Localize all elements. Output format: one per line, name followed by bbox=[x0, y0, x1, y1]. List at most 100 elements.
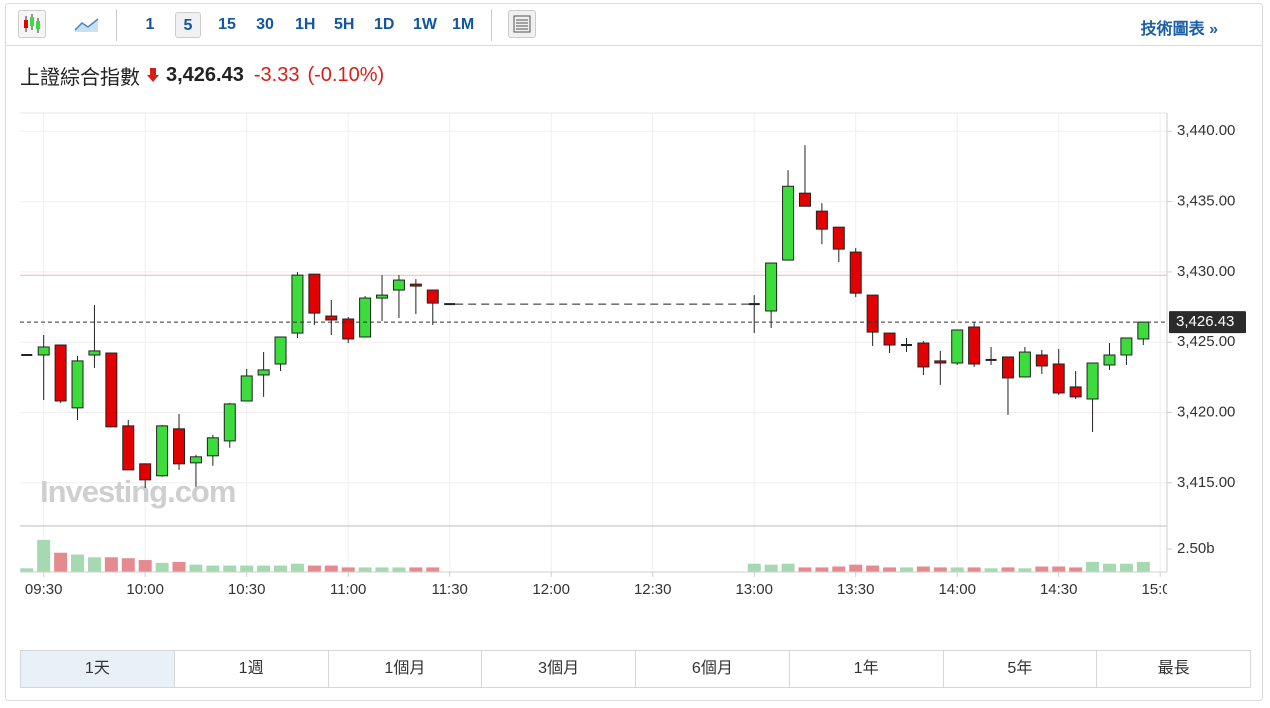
range-button[interactable]: 最長 bbox=[1096, 651, 1250, 687]
candle-body bbox=[1137, 321, 1150, 340]
volume-bar bbox=[815, 567, 829, 572]
range-button[interactable]: 3個月 bbox=[481, 651, 635, 687]
technical-chart-link[interactable]: 技術圖表 » bbox=[1140, 21, 1218, 38]
candle-body bbox=[1001, 356, 1014, 379]
volume-bar bbox=[984, 568, 998, 572]
x-tick-label: 14:30 bbox=[1040, 581, 1078, 598]
range-button[interactable]: 5年 bbox=[942, 651, 1097, 687]
volume-bar bbox=[866, 565, 880, 572]
candle-body bbox=[325, 315, 338, 321]
candle-body bbox=[1052, 363, 1065, 394]
candle-body bbox=[798, 192, 811, 207]
interval-button[interactable]: 5H bbox=[334, 16, 355, 33]
y2-tick-label: 2.50b bbox=[1177, 540, 1215, 557]
volume-bar bbox=[1102, 563, 1116, 572]
volume-bar bbox=[54, 552, 68, 572]
interval-button[interactable]: 5 bbox=[175, 12, 201, 38]
candle-body bbox=[1035, 354, 1048, 367]
volume-bar bbox=[138, 560, 152, 572]
volume-bar bbox=[950, 567, 964, 572]
volume-bar bbox=[307, 565, 321, 572]
volume-bar bbox=[257, 565, 271, 572]
change-percent: (-0.10%) bbox=[307, 63, 385, 86]
volume-bar bbox=[121, 558, 135, 572]
last-price-box bbox=[1169, 311, 1246, 334]
widget-frame bbox=[5, 3, 1263, 701]
volume-bar bbox=[324, 565, 338, 572]
table-icon[interactable] bbox=[508, 10, 536, 38]
candle-body bbox=[409, 283, 422, 287]
range-button[interactable]: 1個月 bbox=[327, 651, 482, 687]
volume-bar bbox=[426, 567, 440, 572]
volume-bar bbox=[20, 568, 34, 572]
range-button[interactable]: 1週 bbox=[173, 651, 328, 687]
x-tick-label: 15:00 bbox=[1141, 581, 1179, 598]
y-tick-label: 3,435.00 bbox=[1177, 193, 1235, 210]
interval-button[interactable]: 15 bbox=[218, 16, 236, 33]
candle-body bbox=[139, 463, 152, 481]
volume-bar bbox=[87, 557, 101, 572]
volume-bar bbox=[899, 567, 913, 572]
x-tick-label: 10:00 bbox=[126, 581, 164, 598]
candle-body bbox=[156, 425, 169, 477]
candle-body bbox=[392, 279, 405, 291]
volume-bar bbox=[883, 567, 897, 572]
x-tick-label: 11:00 bbox=[330, 581, 366, 598]
candle-body bbox=[883, 332, 896, 346]
candle-body bbox=[173, 428, 186, 465]
interval-button[interactable]: 1M bbox=[452, 16, 475, 33]
x-tick-label: 12:00 bbox=[532, 581, 570, 598]
candle-body bbox=[815, 210, 828, 230]
volume-bar bbox=[1069, 567, 1083, 572]
volume-bar bbox=[967, 567, 981, 572]
volume-bar bbox=[1035, 566, 1049, 572]
interval-button[interactable]: 1D bbox=[374, 16, 395, 33]
volume-bar bbox=[1001, 567, 1015, 572]
range-button[interactable]: 6個月 bbox=[635, 651, 789, 687]
change: -3.33 bbox=[253, 63, 300, 86]
icon bbox=[513, 15, 531, 33]
volume-bar bbox=[764, 564, 778, 572]
candle-body bbox=[1018, 351, 1031, 378]
volume-bar bbox=[1018, 568, 1032, 572]
candle-body bbox=[765, 262, 778, 312]
candle-chart-icon[interactable] bbox=[18, 10, 46, 38]
interval-button[interactable]: 1 bbox=[145, 16, 155, 33]
x-tick-label: 10:30 bbox=[228, 581, 266, 598]
candle-body bbox=[342, 318, 355, 340]
interval-button[interactable]: 30 bbox=[256, 16, 274, 33]
candle-body bbox=[426, 289, 439, 304]
volume-bar bbox=[223, 565, 237, 572]
candle-body bbox=[88, 350, 101, 356]
volume-bar bbox=[274, 565, 288, 572]
volume-bar bbox=[1136, 561, 1150, 572]
volume-bar bbox=[409, 567, 423, 572]
candle-body bbox=[1069, 386, 1082, 398]
y-tick-label: 3,440.00 bbox=[1177, 122, 1235, 139]
interval-button[interactable]: 1H bbox=[295, 16, 316, 33]
range-button[interactable]: 1年 bbox=[788, 651, 943, 687]
candle-body bbox=[832, 226, 845, 250]
volume-bar bbox=[104, 557, 118, 572]
range-button[interactable]: 1天 bbox=[21, 651, 174, 687]
volume-bar bbox=[37, 539, 51, 572]
candle-body bbox=[308, 273, 321, 314]
line-chart-icon[interactable] bbox=[72, 12, 102, 43]
watermark: Investing.com bbox=[40, 474, 235, 509]
candle-body bbox=[782, 185, 795, 261]
down-arrow bbox=[147, 68, 159, 82]
last-price: 3,426.43 bbox=[166, 63, 244, 86]
volume-bar bbox=[781, 563, 795, 572]
volume-bar bbox=[240, 565, 254, 572]
candle-body bbox=[376, 294, 389, 299]
interval-button[interactable]: 1W bbox=[413, 16, 437, 33]
x-tick-label: 12:30 bbox=[634, 581, 672, 598]
candle-body bbox=[71, 360, 84, 409]
candle-body bbox=[866, 294, 879, 333]
icon bbox=[74, 18, 99, 32]
y-tick-label: 3,415.00 bbox=[1177, 474, 1235, 491]
volume-bar bbox=[747, 563, 761, 572]
candle-body bbox=[359, 297, 372, 338]
index-name: 上證綜合指數 bbox=[20, 66, 140, 89]
